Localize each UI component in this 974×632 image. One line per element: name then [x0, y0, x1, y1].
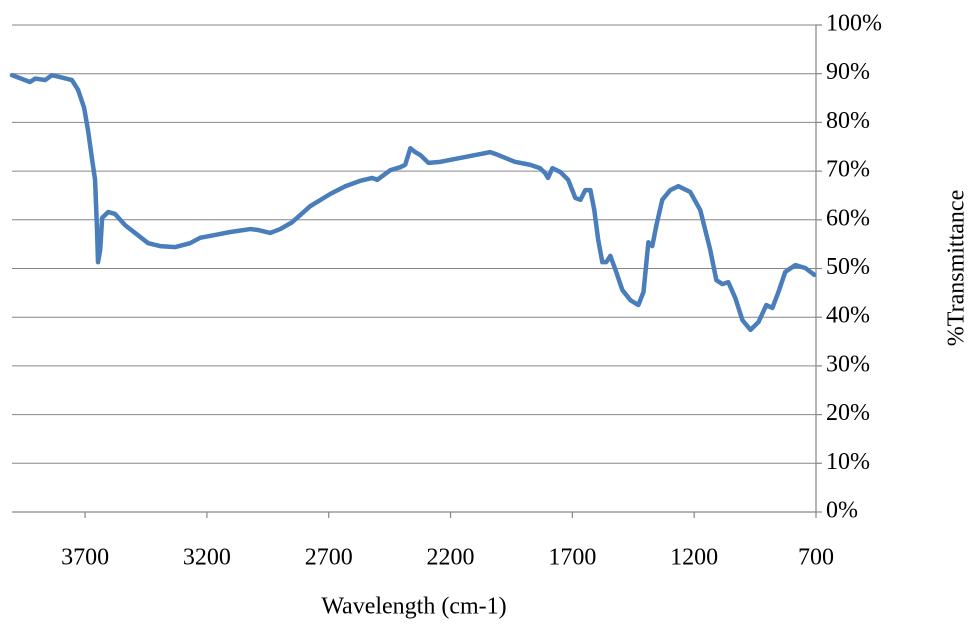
x-tick-label: 2200	[427, 545, 475, 571]
x-tick-label: 3700	[61, 545, 109, 571]
y-axis-title: %Transmittance	[944, 190, 970, 346]
y-tick-label: 40%	[826, 303, 870, 329]
x-tick-label: 700	[798, 545, 834, 571]
spectrum-line	[9, 72, 817, 333]
y-tick-label: 80%	[826, 108, 870, 134]
x-tick-label: 3200	[183, 545, 231, 571]
x-axis-title: Wavelength (cm-1)	[321, 594, 506, 620]
y-tick-label: 70%	[826, 157, 870, 183]
y-tick-label: 50%	[826, 254, 870, 280]
x-tick-label: 1200	[670, 545, 718, 571]
y-tick-label: 90%	[826, 59, 870, 85]
y-tick-label: 100%	[826, 11, 882, 37]
x-tick-label: 2700	[305, 545, 353, 571]
y-tick-label: 10%	[826, 449, 870, 475]
y-tick-label: 60%	[826, 205, 870, 231]
y-tick-label: 20%	[826, 400, 870, 426]
y-tick-label: 0%	[826, 498, 858, 524]
y-tick-label: 30%	[826, 351, 870, 377]
x-tick-label: 1700	[548, 545, 596, 571]
